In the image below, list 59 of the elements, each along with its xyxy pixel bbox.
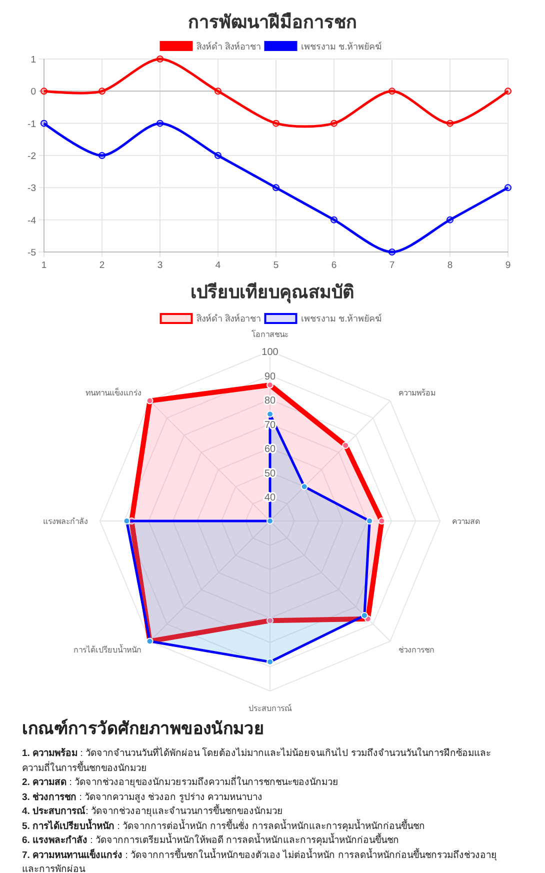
y-tick-label: 80 xyxy=(264,396,276,407)
text: 2. ความสด : วัดจากช่วงอายุของนักมวยรวมถึงความถี่ในการชกชนะของนักมวย xyxy=(22,776,340,790)
point xyxy=(446,216,454,224)
point xyxy=(272,184,280,192)
text: 1. ความพร้อม : วัดจากจำนวนวันที่ได้พักผ่อน โดยต้องไม่มากและไม่น้อยจนเกินไป รวมถึงจำนวนวันในการฝึกซ้อมและความถี่ในการขึ้นชกของนักมวย xyxy=(22,747,492,775)
spoke-label: ทนทานแข็งแกร่ง xyxy=(85,387,142,398)
x-tick-label: 1 xyxy=(41,260,47,271)
x-tick-label: 8 xyxy=(447,260,453,271)
point xyxy=(388,88,396,95)
point xyxy=(40,120,48,127)
x-tick-label: 3 xyxy=(157,260,163,271)
spoke-label: ความสด xyxy=(452,517,480,526)
y-tick-label: -4 xyxy=(28,215,36,226)
text: 5. การได้เปรียบน้ำหนัก : วัดจากการต่อน้ำหนัก การขึ้นชั่ง การลดน้ำหนักและการคุมน้ำหนักก่อนขึ้นชก xyxy=(22,820,426,833)
text: 4. ประสบการณ์: วัดจากช่วงอายุและจำนวนการขึ้นชกของนักมวย xyxy=(22,805,284,818)
point xyxy=(214,152,222,159)
text: เกณฑ์การวัดศักยภาพของนักมวย xyxy=(22,718,265,740)
y-tick-label: -2 xyxy=(28,151,36,162)
point xyxy=(156,120,164,127)
point xyxy=(214,88,222,95)
legend-label: เพชรงาม ช.ห้าพยัคฆ์ xyxy=(301,312,382,324)
y-tick-label: -1 xyxy=(28,118,36,130)
point xyxy=(156,56,164,62)
point xyxy=(330,216,338,224)
point xyxy=(388,248,396,256)
legend-label: สิงห์ดำ สิงห์อาชา xyxy=(196,312,262,324)
x-tick-label: 6 xyxy=(331,260,337,271)
spoke-label: โอกาสชนะ xyxy=(252,329,288,339)
spoke-label: ความพร้อม xyxy=(398,388,436,398)
chart-title: การพัฒนาฝีมือการชก xyxy=(188,12,357,32)
text: 7. ความหนทานแข็งแกร่ง : วัดจากการขึ้นชกในน้ำหนักของตัวเอง ไม่ต่อน้ำหนัก การลดน้ำหนักก่อนขึ้นชกรวมถึงช่วงอายุและการพักผ่อน xyxy=(22,850,497,873)
text: 6. แรงพละกำลัง : วัดจากการเตรียมน้ำหนักให้พอดี การลดน้ำหนักและการคุมน้ำหนักก่อนขึ้นชก xyxy=(22,834,400,848)
spoke-label: ช่วงการชก xyxy=(398,646,435,655)
x-tick-label: 4 xyxy=(215,260,221,271)
y-tick-label: 100 xyxy=(262,347,279,358)
y-tick-label: 90 xyxy=(264,371,276,382)
point xyxy=(504,88,512,95)
y-tick-label: 0 xyxy=(30,86,36,98)
x-tick-label: 5 xyxy=(273,260,279,271)
spoke-label: ประสบการณ์ xyxy=(248,703,292,713)
legend-label: เพชรงาม ช.ห้าพยัคฆ์ xyxy=(301,40,382,52)
x-tick-label: 2 xyxy=(99,260,105,271)
x-tick-label: 7 xyxy=(389,260,395,271)
point xyxy=(98,88,106,95)
y-tick-label: 1 xyxy=(30,54,36,66)
point xyxy=(504,184,512,192)
x-tick-label: 9 xyxy=(505,260,511,271)
point xyxy=(272,120,280,127)
point xyxy=(446,120,454,127)
y-tick-label: -5 xyxy=(28,248,36,258)
chart-title: เปรียบเทียบคุณสมบัติ xyxy=(190,282,354,304)
legend-label: สิงห์ดำ สิงห์อาชา xyxy=(196,40,262,52)
spoke-label: แรงพละกำลัง xyxy=(43,517,88,526)
point xyxy=(330,120,338,127)
text: 3. ช่วงการชก : วัดจากความสูง ช่วงอก รูปร่าง ความหนาบาง xyxy=(22,790,264,804)
spoke-label: การได้เปรียบน้ำหนัก xyxy=(73,644,142,655)
point xyxy=(40,88,48,95)
point xyxy=(98,152,106,159)
y-tick-label: -3 xyxy=(28,183,36,194)
